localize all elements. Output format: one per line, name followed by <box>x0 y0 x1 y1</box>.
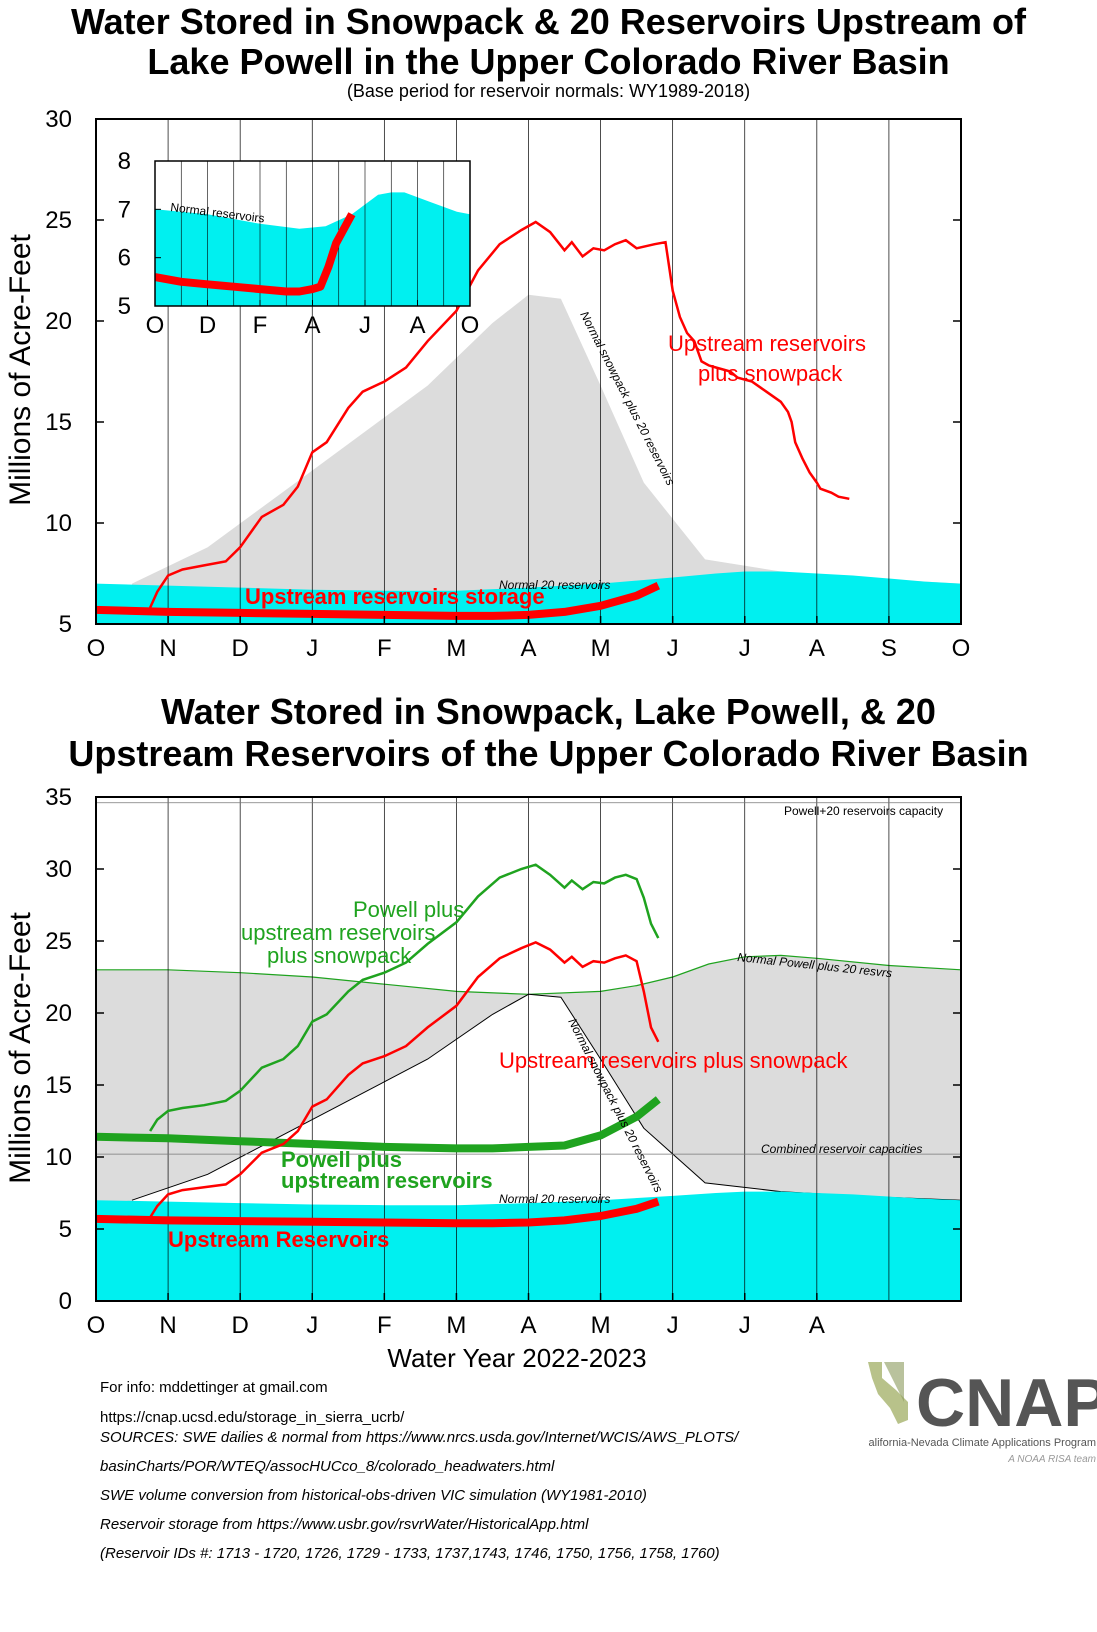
top-xtick-label: O <box>952 635 971 662</box>
california-map-icon <box>868 1362 908 1424</box>
label-upstream-plus-snowpack-line1: Upstream reservoirs <box>668 331 866 356</box>
bottom-chart-title-line1: Water Stored in Snowpack, Lake Powell, &… <box>161 691 936 732</box>
bottom-xtick-label: M <box>446 1312 466 1339</box>
inset-xtick-label: A <box>304 312 320 339</box>
bottom-xtick-label: M <box>591 1312 611 1339</box>
top-chart: 5 10 15 20 25 30 O N D J F M A M J J A S O Millions of Acr… <box>4 106 971 662</box>
bottom-xtick-label: D <box>231 1312 248 1339</box>
top-chart-title-line1: Water Stored in Snowpack & 20 Reservoirs… <box>71 1 1026 42</box>
bottom-line-4 <box>96 1096 661 1153</box>
footer-sources-3: SWE volume conversion from historical-ob… <box>100 1487 647 1504</box>
top-xtick-label: A <box>520 635 536 662</box>
top-ytick-label: 20 <box>45 308 72 335</box>
bottom-ytick-label: 5 <box>59 1216 72 1243</box>
footer-url[interactable]: https://cnap.ucsd.edu/storage_in_sierra_… <box>100 1409 405 1426</box>
top-series-0 <box>132 294 961 624</box>
inset-xtick-label: O <box>461 312 480 339</box>
top-xtick-label: M <box>446 635 466 662</box>
bottom-ytick-label: 15 <box>45 1072 72 1099</box>
label-upstream-reservoirs-storage: Upstream reservoirs storage <box>245 584 545 609</box>
bottom-line-3 <box>96 1197 660 1228</box>
top-xtick-label: N <box>159 635 176 662</box>
label-upstream-reservoirs: Upstream Reservoirs <box>168 1227 389 1252</box>
top-xtick-label: D <box>231 635 248 662</box>
cnap-logo: CNAP California-Nevada Climate Applicati… <box>861 1362 1097 1472</box>
inset-xtick-label: F <box>253 312 268 339</box>
top-xtick-label: M <box>591 635 611 662</box>
bottom-line-6 <box>149 863 660 1132</box>
bottom-chart: 0 5 10 15 20 25 30 35 O N D J F M A M J J A Millions of Ac… <box>4 784 962 1373</box>
label-powell-plus: Powell plus <box>281 1147 402 1172</box>
inset-ytick-label: 7 <box>118 196 131 223</box>
bottom-chart-title-line2: Upstream Reservoirs of the Upper Colorad… <box>68 733 1029 774</box>
footer-sources-1: SOURCES: SWE dailies & normal from https… <box>100 1429 739 1446</box>
label-powell-upstream-reservoirs: upstream reservoirs <box>281 1168 493 1193</box>
top-xtick-label: J <box>667 635 679 662</box>
label-upstream-plus-snowpack-line2: plus snowpack <box>698 361 843 386</box>
top-xtick-label: S <box>881 635 897 662</box>
inset-ytick-label: 5 <box>118 293 131 320</box>
inset-xtick-label: A <box>409 312 425 339</box>
bottom-ytick-label: 30 <box>45 856 72 883</box>
label-green-powell-plus: Powell plus <box>353 897 464 922</box>
bottom-xtick-label: A <box>809 1312 825 1339</box>
inset-xtick-label: J <box>359 312 371 339</box>
footer-sources-2: basinCharts/POR/WTEQ/assocHUCco_8/colora… <box>100 1458 555 1475</box>
cnap-logo-line2: A NOAA RISA team <box>1007 1454 1096 1465</box>
bottom-xtick-label: N <box>159 1312 176 1339</box>
label-green-upstream-reservoirs: upstream reservoirs <box>241 920 435 945</box>
bottom-xtick-label: J <box>739 1312 751 1339</box>
label-powell-capacity: Powell+20 reservoirs capacity <box>784 804 943 818</box>
label-combined-capacities: Combined reservoir capacities <box>761 1142 922 1156</box>
top-xtick-label: F <box>377 635 392 662</box>
footer-sources-4: Reservoir storage from https://www.usbr.… <box>100 1516 589 1533</box>
top-chart-subtitle: (Base period for reservoir normals: WY19… <box>346 81 751 101</box>
bottom-xtick-label: F <box>377 1312 392 1339</box>
top-ytick-label: 15 <box>45 409 72 436</box>
inset-plot-area <box>155 161 470 306</box>
top-ytick-label: 10 <box>45 510 72 537</box>
top-xtick-label: O <box>87 635 106 662</box>
label-red-upstream-plus-snowpack: Upstream reservoirs plus snowpack <box>499 1048 848 1073</box>
footer-info: For info: mddettinger at gmail.com <box>100 1379 328 1396</box>
bottom-ytick-label: 25 <box>45 928 72 955</box>
bottom-ytick-label: 0 <box>59 1288 72 1315</box>
bottom-xtick-label: J <box>306 1312 318 1339</box>
top-y-axis-label: Millions of Acre-Feet <box>4 233 37 505</box>
cnap-logo-line1: California-Nevada Climate Applications P… <box>868 1437 1096 1449</box>
bottom-xtick-label: J <box>667 1312 679 1339</box>
footer-sources-5: (Reservoir IDs #: 1713 - 1720, 1726, 172… <box>100 1545 720 1562</box>
inset-upstream-line <box>155 212 356 296</box>
top-ytick-label: 5 <box>59 611 72 638</box>
bottom-series-0 <box>96 954 961 995</box>
top-plot-area <box>96 119 961 624</box>
inset-xtick-label: D <box>199 312 216 339</box>
bottom-plot-area <box>96 797 961 1301</box>
bottom-x-axis-label: Water Year 2022-2023 <box>387 1343 646 1373</box>
inset-ytick-label: 6 <box>118 245 131 272</box>
label-normal-20-reservoirs: Normal 20 reservoirs <box>499 578 610 592</box>
bottom-ytick-label: 10 <box>45 1144 72 1171</box>
bottom-ytick-label: 20 <box>45 1000 72 1027</box>
bottom-line-5 <box>149 941 660 1219</box>
top-xtick-label: A <box>809 635 825 662</box>
top-ytick-label: 30 <box>45 106 72 133</box>
inset-ytick-label: 8 <box>118 148 131 175</box>
label-bottom-normal-20: Normal 20 reservoirs <box>499 1192 610 1206</box>
bottom-xtick-label: O <box>87 1312 106 1339</box>
top-chart-title-line2: Lake Powell in the Upper Colorado River … <box>147 41 950 82</box>
top-line-3 <box>148 220 850 609</box>
cnap-logo-wordmark: CNAP <box>916 1365 1097 1441</box>
top-xtick-label: J <box>306 635 318 662</box>
top-ytick-label: 25 <box>45 207 72 234</box>
bottom-y-axis-label: Millions of Acre-Feet <box>4 911 37 1183</box>
bottom-ytick-label: 35 <box>45 784 72 811</box>
inset-xtick-label: O <box>146 312 165 339</box>
bottom-xtick-label: A <box>520 1312 536 1339</box>
top-line-2 <box>96 581 660 620</box>
top-xtick-label: J <box>739 635 751 662</box>
label-green-plus-snowpack: plus snowpack <box>267 943 412 968</box>
